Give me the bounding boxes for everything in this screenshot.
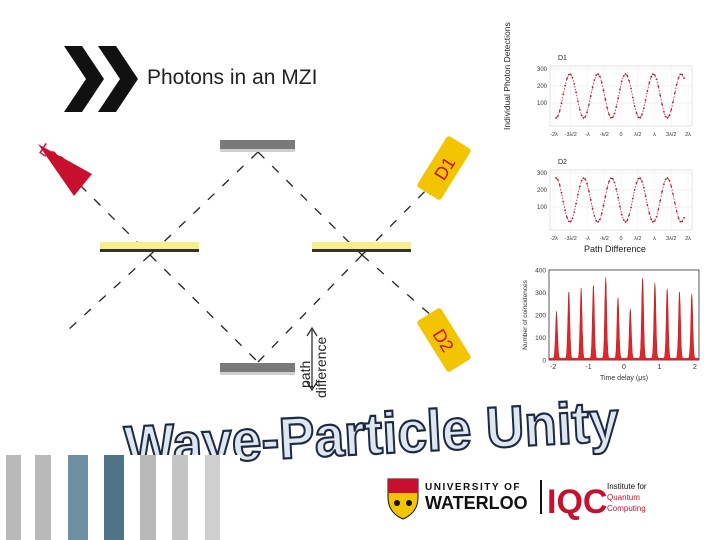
data-point bbox=[604, 98, 607, 101]
xtick-label: -2 bbox=[550, 364, 556, 371]
data-point bbox=[558, 110, 561, 112]
data-point bbox=[626, 74, 629, 77]
ytick-label: 100 bbox=[537, 101, 548, 107]
iqc-logo: IQC bbox=[547, 483, 607, 520]
data-point bbox=[659, 199, 662, 202]
detector-d2: D2 bbox=[417, 308, 471, 372]
data-point bbox=[611, 177, 614, 180]
xtick-label: λ/2 bbox=[634, 132, 641, 138]
xtick-label: -2λ bbox=[550, 236, 558, 242]
data-point bbox=[584, 178, 587, 181]
histogram-ylabel: Number of coincidences bbox=[522, 279, 529, 349]
panel-title: D2 bbox=[558, 159, 567, 166]
iqc-line1: Institute for bbox=[607, 482, 647, 491]
ytick-label: 300 bbox=[537, 171, 548, 177]
path-difference-arrow bbox=[306, 326, 318, 392]
decorative-strips bbox=[0, 455, 240, 540]
data-point bbox=[604, 195, 607, 198]
path-difference-label-1: path bbox=[297, 361, 313, 388]
ytick-label: 300 bbox=[535, 290, 546, 297]
data-point bbox=[661, 103, 663, 106]
xtick-label: λ/2 bbox=[634, 236, 641, 242]
waterloo-line1: UNIVERSITY OF bbox=[425, 482, 521, 493]
histogram-peaks bbox=[548, 277, 700, 361]
iqc-line2: Quantum bbox=[607, 493, 640, 502]
xtick-label: -3λ/2 bbox=[565, 132, 577, 138]
interference-ylabel: Individual Photon Detections bbox=[502, 22, 512, 130]
beam-paths bbox=[67, 151, 449, 363]
xtick-label: 2λ bbox=[685, 236, 691, 242]
fit-curve bbox=[555, 177, 685, 223]
mzi-diagram: Laser D1 D2 path difference bbox=[36, 136, 471, 398]
xtick-label: -λ bbox=[585, 236, 590, 242]
xtick-label: -1 bbox=[585, 364, 591, 371]
ytick-label: 200 bbox=[537, 188, 548, 194]
xtick-label: 2 bbox=[693, 364, 697, 371]
xtick-label: 0 bbox=[619, 132, 622, 138]
ytick-label: 100 bbox=[537, 205, 548, 211]
path-difference-label-2: difference bbox=[313, 337, 329, 398]
data-point bbox=[558, 184, 561, 187]
data-point bbox=[653, 220, 656, 222]
panel-title: D1 bbox=[558, 55, 567, 62]
xtick-label: 2λ bbox=[685, 132, 691, 138]
xtick-label: 3λ/2 bbox=[666, 236, 676, 242]
waterloo-crest-icon bbox=[387, 478, 419, 520]
data-point bbox=[659, 94, 662, 97]
data-point bbox=[657, 85, 660, 88]
data-point bbox=[661, 190, 663, 193]
data-point bbox=[566, 77, 568, 80]
bottom-mirror bbox=[220, 363, 295, 372]
ytick-label: 100 bbox=[535, 335, 546, 342]
fit-curve bbox=[555, 73, 685, 119]
xtick-label: λ bbox=[653, 132, 656, 138]
data-point bbox=[611, 116, 614, 119]
waterloo-line2: WATERLOO bbox=[425, 493, 528, 513]
data-point bbox=[657, 208, 660, 211]
data-point bbox=[653, 74, 656, 76]
slide-title: Photons in an MZI bbox=[147, 66, 318, 89]
ytick-label: 300 bbox=[537, 67, 548, 73]
logos: UNIVERSITY OF WATERLOO IQC Institute for… bbox=[387, 478, 647, 520]
iqc-line3: Computing bbox=[607, 504, 646, 513]
double-chevron-icon bbox=[64, 46, 138, 112]
data-point bbox=[639, 116, 641, 119]
histogram-xlabel: Time delay (μs) bbox=[600, 375, 648, 382]
ytick-label: 200 bbox=[537, 84, 548, 90]
beam-splitter-left bbox=[100, 242, 199, 249]
detector-d1: D1 bbox=[417, 136, 471, 200]
coincidence-histogram: 400 300 200 100 0 -2 -1 0 1 2 Time delay (μs) Numbe… bbox=[522, 268, 700, 382]
laser-icon bbox=[38, 144, 92, 196]
histogram-frame bbox=[548, 269, 700, 361]
xtick-label: 3λ/2 bbox=[666, 132, 676, 138]
xtick-label: λ bbox=[653, 236, 656, 242]
xtick-label: -2λ bbox=[550, 132, 558, 138]
xtick-label: 0 bbox=[619, 236, 622, 242]
ytick-label: 200 bbox=[535, 313, 546, 320]
interference-plots: D1 300 200 100 -2λ -3λ/2 -λ -λ/2 0 λ/2 λ 3λ/2 2λ D2 30… bbox=[537, 55, 693, 242]
xtick-label: -3λ/2 bbox=[565, 236, 577, 242]
data-point bbox=[677, 77, 680, 79]
xtick-label: 1 bbox=[658, 364, 662, 371]
interference-xlabel: Path Difference bbox=[584, 244, 646, 254]
xtick-label: 0 bbox=[622, 364, 626, 371]
data-point bbox=[566, 216, 568, 219]
data-point bbox=[681, 73, 684, 76]
data-point bbox=[584, 116, 587, 118]
data-point bbox=[639, 177, 641, 180]
ytick-label: 0 bbox=[542, 358, 546, 365]
data-point bbox=[677, 217, 680, 219]
ytick-label: 400 bbox=[535, 268, 546, 275]
xtick-label: -λ/2 bbox=[600, 132, 609, 138]
top-mirror bbox=[220, 140, 295, 149]
data-point bbox=[626, 219, 629, 222]
xtick-label: -λ/2 bbox=[600, 236, 609, 242]
beam-splitter-right bbox=[312, 242, 411, 249]
xtick-label: -λ bbox=[585, 132, 590, 138]
data-point bbox=[681, 220, 684, 223]
